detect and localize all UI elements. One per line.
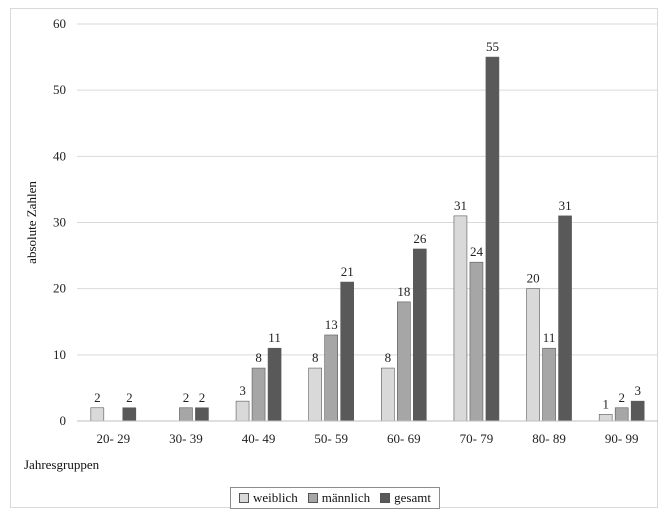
data-label: 2 <box>126 390 133 405</box>
legend-item-gesamt: gesamt <box>380 490 431 506</box>
legend-label-gesamt: gesamt <box>394 490 431 505</box>
data-label: 24 <box>470 244 484 259</box>
data-label: 55 <box>486 39 499 54</box>
y-axis-ticks: 0 10 20 30 40 50 60 <box>53 16 66 428</box>
data-label: 8 <box>385 350 392 365</box>
y-tick-label: 30 <box>53 215 66 230</box>
data-label: 2 <box>199 390 206 405</box>
x-tick-label: 70- 79 <box>460 431 494 446</box>
legend-item-maennlich: männlich <box>307 490 371 506</box>
data-label: 21 <box>341 264 354 279</box>
data-label: 8 <box>312 350 319 365</box>
bar-weiblich <box>453 215 468 422</box>
data-label: 31 <box>454 198 467 213</box>
bar-maennlich <box>251 367 266 422</box>
bars <box>90 56 645 422</box>
bar-maennlich <box>324 334 338 422</box>
x-tick-label: 90- 99 <box>605 431 639 446</box>
data-label: 1 <box>602 396 609 411</box>
data-label: 2 <box>618 390 625 405</box>
bar-maennlich <box>542 347 556 422</box>
legend-label-weiblich: weiblich <box>253 490 298 505</box>
y-tick-label: 60 <box>53 16 66 31</box>
data-label: 31 <box>559 198 572 213</box>
data-label: 13 <box>325 317 338 332</box>
bar-weiblich <box>526 288 540 422</box>
bar-maennlich <box>614 407 629 422</box>
x-tick-label: 80- 89 <box>532 431 566 446</box>
bar-maennlich <box>397 301 411 422</box>
x-tick-label: 40- 49 <box>242 431 276 446</box>
legend-label-maennlich: männlich <box>321 490 371 505</box>
legend: weiblich männlich gesamt <box>230 487 440 509</box>
x-axis-ticks: 20- 29 30- 39 40- 49 50- 59 60- 69 70- 79 80- … <box>97 431 639 446</box>
legend-item-weiblich: weiblich <box>239 490 298 506</box>
bar-weiblich <box>235 400 250 422</box>
data-label: 2 <box>94 390 101 405</box>
bar-gesamt <box>195 407 209 422</box>
bar-gesamt <box>630 400 645 422</box>
data-label: 18 <box>397 284 410 299</box>
bar-weiblich <box>381 367 395 422</box>
x-tick-label: 30- 39 <box>169 431 203 446</box>
legend-swatch-weiblich <box>239 493 249 503</box>
y-tick-label: 10 <box>53 347 66 362</box>
x-tick-label: 50- 59 <box>314 431 348 446</box>
bar-maennlich <box>469 261 484 422</box>
data-label: 11 <box>543 330 556 345</box>
bar-gesamt <box>340 281 354 422</box>
x-axis-title: Jahresgruppen <box>24 457 100 472</box>
bar-weiblich <box>90 407 105 422</box>
data-label: 2 <box>183 390 190 405</box>
bar-gesamt <box>267 347 282 422</box>
data-label: 3 <box>239 383 246 398</box>
y-tick-label: 40 <box>53 148 66 163</box>
bar-gesamt <box>413 248 427 422</box>
data-label: 3 <box>634 383 641 398</box>
data-label: 8 <box>255 350 262 365</box>
x-tick-label: 20- 29 <box>97 431 131 446</box>
x-tick-label: 60- 69 <box>387 431 421 446</box>
bar-weiblich <box>308 367 322 422</box>
y-tick-label: 0 <box>60 413 67 428</box>
data-label: 26 <box>413 231 427 246</box>
data-label: 11 <box>268 330 281 345</box>
data-label: 20 <box>527 271 540 286</box>
bar-gesamt <box>558 215 572 422</box>
y-tick-label: 20 <box>53 281 66 296</box>
bar-gesamt <box>122 407 137 422</box>
y-axis-title: absolute Zahlen <box>24 181 39 264</box>
legend-swatch-maennlich <box>307 493 318 503</box>
y-tick-label: 50 <box>53 82 66 97</box>
bar-gesamt <box>485 56 500 422</box>
bar-maennlich <box>179 407 193 422</box>
legend-swatch-gesamt <box>380 493 391 503</box>
bar-weiblich <box>598 414 613 422</box>
